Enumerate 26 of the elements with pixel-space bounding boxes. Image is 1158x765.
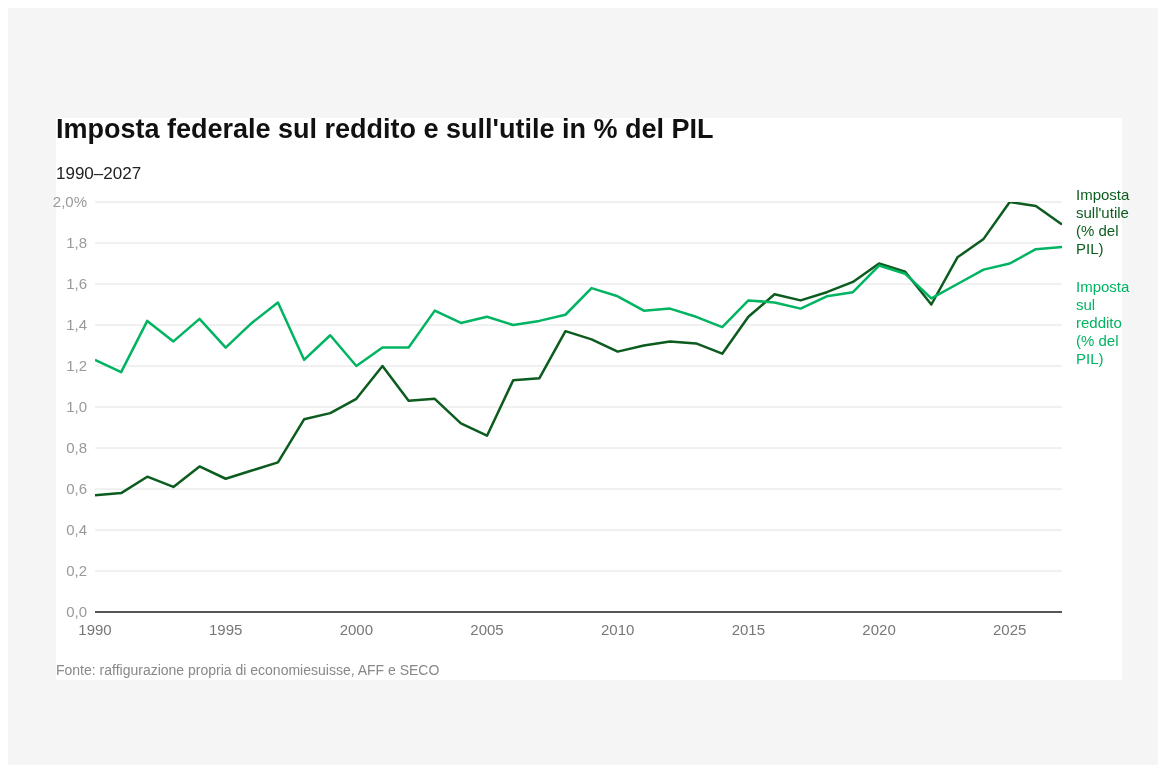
- y-tick-label: 1,2: [66, 357, 87, 375]
- y-tick-label: 0,4: [66, 521, 87, 539]
- x-tick-label: 2005: [470, 620, 504, 638]
- x-tick-label: 2020: [862, 620, 896, 638]
- y-tick-label: 0,0: [66, 603, 87, 621]
- chart-title: Imposta federale sul reddito e sull'utile in % del PIL: [56, 114, 714, 145]
- y-tick-label: 0,2: [66, 562, 87, 580]
- y-tick-label: 2,0%: [52, 193, 87, 211]
- y-tick-label: 0,6: [66, 480, 87, 498]
- y-tick-label: 1,6: [66, 275, 87, 293]
- source-note: Fonte: raffigurazione propria di economiesuisse, AFF e SECO: [56, 662, 440, 678]
- x-tick-label: 1995: [208, 620, 243, 638]
- line-series: [95, 245, 1062, 374]
- series-label: Imposta sull'utile (% del PIL): [1076, 185, 1131, 257]
- line-series: [95, 202, 1062, 497]
- x-tick-label: 1990: [78, 620, 112, 638]
- y-tick-label: 0,8: [66, 439, 87, 457]
- y-tick-label: 1,0: [66, 398, 87, 416]
- x-tick-label: 2000: [339, 620, 374, 638]
- chart-subtitle: 1990–2027: [56, 164, 142, 184]
- x-tick-label: 2010: [601, 620, 635, 638]
- x-tick-label: 2025: [993, 620, 1027, 638]
- x-tick-label: 2015: [731, 620, 766, 638]
- y-tick-label: 1,8: [66, 234, 87, 252]
- text: Imposta sul reddito (% del PIL): [1076, 278, 1131, 368]
- y-tick-label: 1,4: [66, 316, 87, 334]
